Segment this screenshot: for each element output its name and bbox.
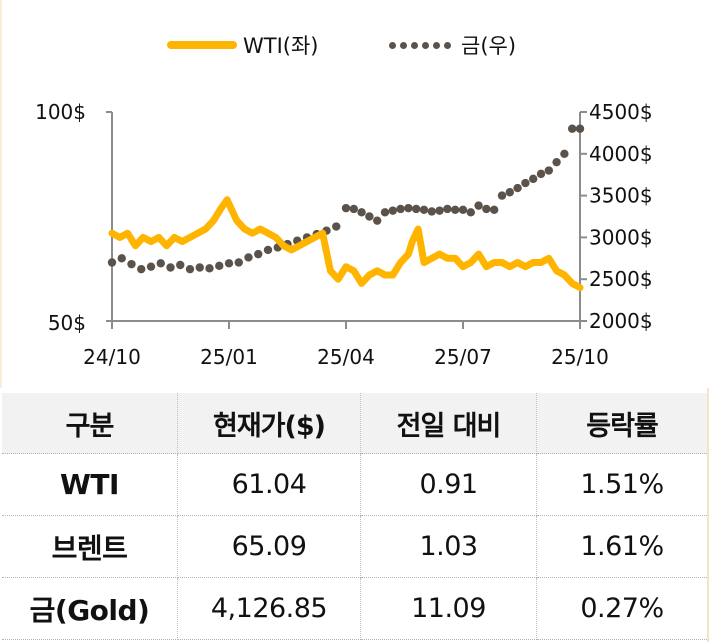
svg-text:3500$: 3500$ <box>589 184 653 208</box>
row-price: 61.04 <box>177 453 361 516</box>
legend-dotted-line-icon <box>389 41 451 49</box>
table-row: WTI 61.04 0.91 1.51% <box>2 453 707 516</box>
row-rate: 1.61% <box>536 515 707 578</box>
header-daily-change: 전일 대비 <box>360 393 537 454</box>
row-price: 4,126.85 <box>177 577 361 640</box>
row-rate: 1.51% <box>536 453 707 516</box>
svg-text:2500$: 2500$ <box>589 267 653 291</box>
wti-series-line <box>108 196 584 292</box>
chart-axes <box>106 111 587 329</box>
table-row: 금(Gold) 4,126.85 11.09 0.27% <box>2 577 707 640</box>
chart-left-border <box>0 0 2 388</box>
row-change: 1.03 <box>360 515 537 578</box>
price-summary-table: 구분 현재가($) 전일 대비 등락률 WTI 61.04 0.91 1.51%… <box>2 393 707 640</box>
chart-legend: WTI(좌) 금(우) <box>0 30 709 62</box>
svg-text:100$: 100$ <box>35 100 86 124</box>
svg-text:24/10: 24/10 <box>83 345 141 369</box>
legend-label-gold: 금(우) <box>461 34 517 58</box>
row-name: 금(Gold) <box>2 577 178 640</box>
row-price: 65.09 <box>177 515 361 578</box>
table-header-row: 구분 현재가($) 전일 대비 등락률 <box>2 393 707 454</box>
dual-axis-line-chart: 100$ 50$ 4500$ 4000$ 3500$ 3000$ 2500$ 2000$ 24/… <box>35 100 653 369</box>
legend-item-gold: 금(우) <box>389 30 516 60</box>
svg-text:25/07: 25/07 <box>434 345 492 369</box>
gold-series-dotted-line <box>107 124 585 274</box>
legend-item-wti: WTI(좌) <box>167 30 319 60</box>
svg-text:25/01: 25/01 <box>200 345 258 369</box>
axis-tick-labels: 100$ 50$ 4500$ 4000$ 3500$ 3000$ 2500$ 2000$ 24/… <box>35 100 653 369</box>
legend-label-wti: WTI(좌) <box>243 34 319 58</box>
header-change-rate: 등락률 <box>536 393 707 454</box>
row-rate: 0.27% <box>536 577 707 640</box>
svg-text:4000$: 4000$ <box>589 142 653 166</box>
legend-solid-line-icon <box>167 41 237 49</box>
row-name: 브렌트 <box>2 515 178 578</box>
svg-text:4500$: 4500$ <box>589 100 653 124</box>
svg-text:25/04: 25/04 <box>317 345 375 369</box>
header-current-price: 현재가($) <box>177 393 361 454</box>
svg-text:25/10: 25/10 <box>551 345 609 369</box>
row-change: 0.91 <box>360 453 537 516</box>
row-name: WTI <box>2 453 178 516</box>
svg-text:2000$: 2000$ <box>589 309 653 333</box>
table-right-border <box>707 388 709 642</box>
svg-text:3000$: 3000$ <box>589 225 653 249</box>
row-change: 11.09 <box>360 577 537 640</box>
svg-text:50$: 50$ <box>48 311 86 335</box>
table-row: 브렌트 65.09 1.03 1.61% <box>2 515 707 578</box>
header-category: 구분 <box>2 393 178 454</box>
